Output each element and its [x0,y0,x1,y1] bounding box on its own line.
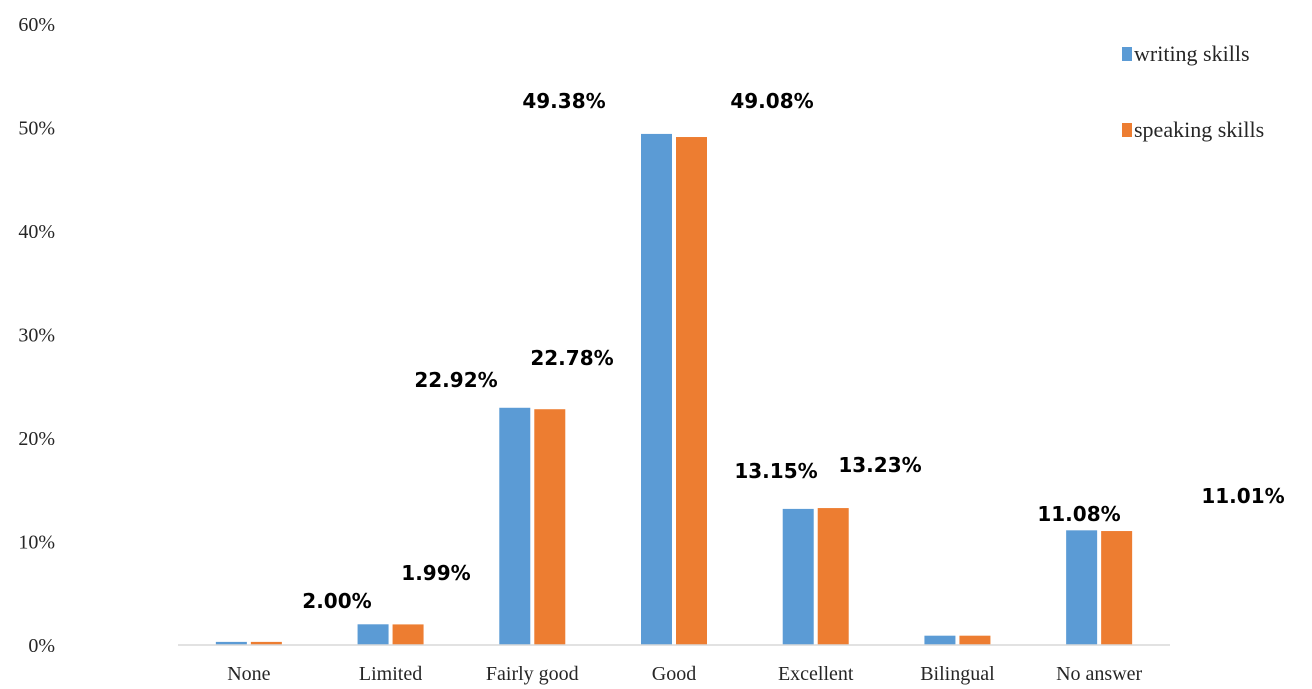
data-label: 49.38% [522,89,605,113]
bar-writing [499,407,531,645]
data-label: 1.99% [401,561,470,585]
x-axis-tick-labels: None Limited Fairly good Good Excellent Bilin… [227,663,1142,685]
legend-swatch [1122,47,1132,61]
legend-swatch [1122,123,1132,137]
bar-speaking [959,635,991,645]
y-axis-tick-labels: 0% 10% 20% 30% 40% 50% 60% [18,14,55,657]
y-tick-label: 60% [18,14,55,36]
data-labels: 2.00% 1.99% 22.92% 22.78% 49.38% 49.08% 13.15%… [302,89,1284,613]
x-tick-label: Excellent [778,663,854,685]
legend-label: speaking skills [1134,117,1264,142]
y-tick-label: 30% [18,325,55,347]
bar-writing [357,624,389,645]
data-label: 2.00% [302,589,371,613]
bar-speaking [817,508,849,645]
bar-speaking [1101,531,1133,645]
data-label: 22.78% [530,346,613,370]
data-label: 49.08% [730,89,813,113]
bar-speaking [392,624,424,645]
bar-writing [215,641,247,645]
y-tick-label: 0% [28,635,55,657]
data-label: 13.23% [838,453,921,477]
data-label: 11.01% [1201,484,1284,508]
y-tick-label: 10% [18,532,55,554]
data-label: 13.15% [734,459,817,483]
bar-writing [641,133,672,646]
x-tick-label: Fairly good [486,663,579,685]
data-label: 11.08% [1037,502,1120,526]
x-tick-label: Bilingual [920,663,995,685]
x-tick-label: None [227,663,270,685]
bar-speaking [676,137,707,645]
bar-writing [924,635,956,645]
data-label: 22.92% [414,368,497,392]
bars [215,133,1133,646]
x-tick-label: No answer [1056,663,1142,685]
legend-label: writing skills [1134,41,1250,66]
y-tick-label: 40% [18,221,55,243]
bar-writing [1066,530,1098,645]
x-tick-label: Good [652,663,696,685]
y-tick-label: 50% [18,118,55,140]
y-tick-label: 20% [18,428,55,450]
bar-speaking [250,641,282,645]
bar-writing [782,508,814,645]
bar-speaking [534,409,566,645]
x-tick-label: Limited [359,663,422,685]
legend: writing skills speaking skills [1122,41,1264,142]
